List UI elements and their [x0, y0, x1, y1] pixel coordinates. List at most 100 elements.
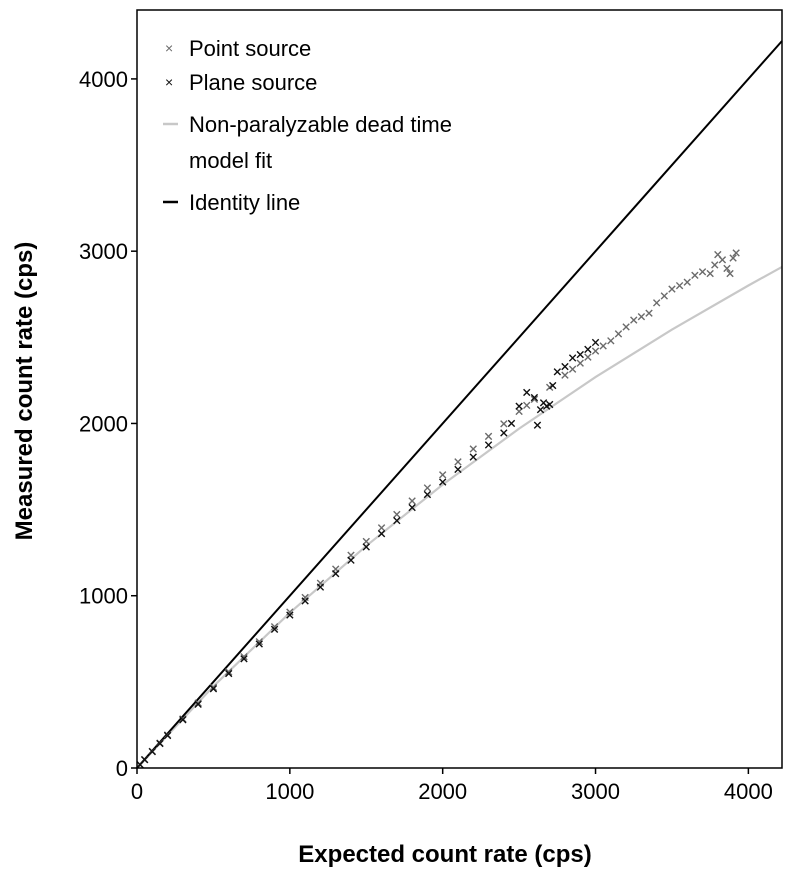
data-point-s0-33 — [576, 359, 584, 367]
data-point-s1-28 — [515, 402, 523, 410]
data-point-s1-21 — [423, 490, 432, 499]
legend-label-plane-source: Plane source — [189, 70, 317, 95]
data-point-s0-7 — [209, 683, 218, 692]
y-tick-label-3: 3000 — [79, 239, 128, 264]
x-tick-label-3: 3000 — [571, 779, 620, 804]
data-point-s0-25 — [484, 432, 493, 441]
legend-label-model-fit-line2: model fit — [189, 148, 272, 173]
data-point-s1-20 — [408, 503, 416, 512]
data-point-s1-7 — [209, 685, 218, 693]
data-point-s1-19 — [393, 516, 401, 525]
data-point-s1-24 — [469, 453, 477, 461]
data-point-s0-46 — [675, 281, 684, 290]
data-point-s1-8 — [225, 669, 233, 678]
y-tick-label-1: 1000 — [79, 584, 128, 609]
legend-label-point-source: Point source — [189, 36, 311, 61]
data-point-s0-10 — [255, 638, 263, 646]
data-point-s0-47 — [683, 278, 691, 286]
data-point-s0-39 — [622, 323, 630, 331]
data-point-s0-48 — [691, 271, 699, 279]
data-point-s0-6 — [194, 699, 202, 707]
legend-label-model-fit: Non-paralyzable dead time — [189, 112, 452, 137]
data-point-s0-26 — [500, 420, 508, 428]
legend: × Point source × Plane source Non-paraly… — [163, 36, 452, 215]
series-line-2 — [136, 265, 783, 769]
series-line-3 — [136, 40, 783, 769]
data-point-s1-35 — [545, 400, 554, 409]
data-point-s0-42 — [645, 309, 653, 317]
data-point-s1-40 — [576, 350, 584, 359]
data-point-s0-23 — [454, 458, 462, 466]
x-tick-label-0: 0 — [131, 779, 143, 804]
data-point-s1-30 — [530, 393, 539, 402]
data-point-s1-18 — [377, 530, 386, 538]
data-point-s0-57 — [732, 249, 740, 257]
data-point-s0-22 — [438, 471, 447, 479]
data-point-s1-32 — [536, 405, 545, 414]
data-point-s1-17 — [362, 543, 370, 551]
data-point-s1-25 — [484, 441, 493, 449]
chart-marks — [136, 40, 783, 769]
plot-frame — [136, 9, 783, 769]
legend-marker-plane-source: × — [165, 74, 173, 90]
data-point-s0-12 — [286, 608, 294, 616]
data-point-s0-24 — [469, 445, 477, 453]
data-point-s0-41 — [637, 312, 646, 321]
data-point-s0-21 — [423, 484, 432, 492]
data-point-s1-16 — [347, 556, 355, 564]
data-point-s1-2 — [148, 747, 156, 756]
data-point-s0-54 — [723, 264, 731, 273]
legend-marker-point-source: × — [165, 40, 173, 56]
data-point-s0-20 — [408, 497, 416, 505]
axis-ticks: 0 1000 2000 3000 4000 0 1000 2000 3000 4000 — [79, 67, 773, 804]
data-point-s1-29 — [523, 388, 531, 397]
data-point-s1-1 — [140, 756, 149, 764]
y-tick-label-2: 2000 — [79, 411, 128, 436]
data-point-s1-23 — [454, 465, 462, 474]
y-tick-label-0: 0 — [116, 756, 128, 781]
data-point-s1-14 — [316, 583, 325, 591]
data-point-s0-32 — [568, 365, 577, 373]
x-tick-label-2: 2000 — [418, 779, 467, 804]
data-point-s1-11 — [270, 625, 279, 634]
data-point-s0-44 — [660, 292, 669, 300]
data-point-s1-4 — [163, 731, 172, 740]
data-point-s0-11 — [270, 623, 279, 631]
data-point-s0-38 — [614, 330, 623, 338]
x-axis-title: Expected count rate (cps) — [298, 841, 591, 868]
legend-label-identity-line: Identity line — [189, 190, 300, 215]
data-point-s1-22 — [438, 478, 447, 486]
data-point-s0-31 — [561, 371, 569, 379]
data-point-s0-19 — [393, 510, 401, 519]
data-point-s1-36 — [549, 381, 557, 390]
data-point-s1-13 — [301, 597, 309, 605]
data-point-s1-31 — [533, 421, 542, 429]
data-point-s1-12 — [286, 611, 294, 619]
data-point-s1-6 — [194, 700, 202, 708]
data-point-s1-26 — [500, 429, 508, 437]
data-point-s0-55 — [726, 269, 734, 278]
data-point-s0-18 — [377, 524, 386, 532]
data-point-s0-51 — [711, 261, 719, 269]
data-point-s0-28 — [523, 401, 531, 410]
data-point-s0-40 — [630, 316, 638, 324]
data-point-s0-50 — [706, 269, 714, 278]
data-point-s1-5 — [179, 716, 187, 724]
y-axis-title: Measured count rate (cps) — [11, 242, 38, 541]
data-point-s0-56 — [729, 254, 737, 262]
data-point-s1-42 — [591, 338, 600, 347]
x-tick-label-1: 1000 — [265, 779, 314, 804]
data-point-s0-36 — [599, 342, 607, 350]
data-point-s0-37 — [607, 337, 615, 345]
data-point-s0-49 — [698, 268, 707, 276]
data-point-s0-29 — [530, 395, 539, 404]
data-point-s0-17 — [362, 537, 370, 546]
data-point-s0-43 — [652, 299, 661, 307]
data-point-s1-9 — [240, 655, 248, 663]
data-point-s0-8 — [225, 668, 233, 676]
x-tick-label-4: 4000 — [724, 779, 773, 804]
data-point-s1-39 — [568, 354, 577, 362]
data-point-s1-37 — [553, 368, 562, 376]
data-point-s1-38 — [561, 362, 569, 371]
